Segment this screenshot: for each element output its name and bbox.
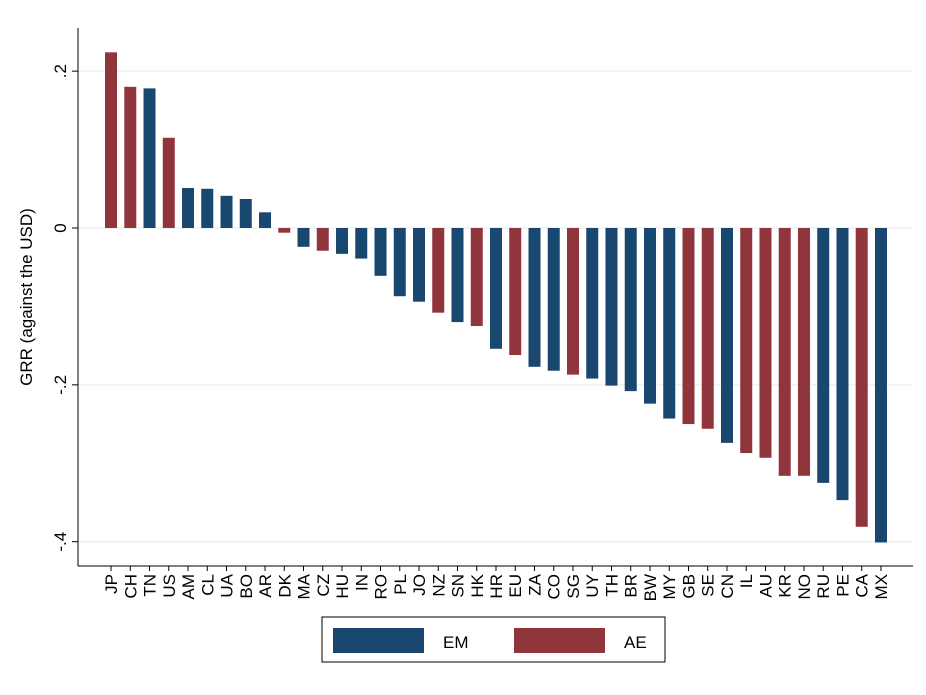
x-tick-label: PL [391, 574, 410, 595]
bar [759, 227, 772, 458]
x-tick-label: CN [718, 574, 737, 599]
bar [797, 227, 810, 476]
x-tick-label: GB [679, 574, 698, 599]
x-tick-label: KR [776, 574, 795, 598]
bar [105, 52, 118, 228]
bar [528, 227, 541, 367]
y-tick-label: 0 [51, 223, 70, 232]
x-tick-label: CL [198, 574, 217, 596]
x-tick-label: BR [622, 574, 641, 598]
bar [316, 227, 329, 251]
x-tick-label: NO [795, 574, 814, 600]
bar [836, 227, 849, 501]
x-tick-label: EU [506, 574, 525, 598]
y-tick-label: -.4 [51, 532, 70, 552]
legend-label: AE [624, 633, 647, 652]
x-tick-label: CZ [314, 574, 333, 597]
x-tick-label: TH [602, 574, 621, 597]
bar [663, 227, 676, 419]
bar [720, 227, 733, 443]
bar [355, 227, 368, 259]
x-tick-label: MX [872, 574, 891, 600]
bar [124, 86, 137, 228]
bar [201, 188, 214, 228]
bar [778, 227, 791, 476]
x-tick-label: ZA [525, 573, 544, 595]
bar [393, 227, 406, 297]
x-tick-label: HK [468, 573, 487, 597]
x-tick-label: IN [352, 574, 371, 591]
bar [682, 227, 695, 425]
x-tick-label: CO [545, 574, 564, 600]
x-tick-label: CH [121, 574, 140, 599]
bar [451, 227, 464, 323]
x-tick-label: CA [853, 573, 872, 597]
bar [855, 227, 868, 527]
x-tick-label: UY [583, 574, 602, 598]
bar [509, 227, 522, 356]
y-tick-label: -.2 [51, 375, 70, 395]
bar [374, 227, 387, 276]
bar [297, 227, 310, 247]
x-tick-label: BO [237, 574, 256, 599]
x-tick-label: AR [256, 574, 275, 598]
x-tick-label: UA [218, 573, 237, 597]
x-tick-label: DK [275, 573, 294, 597]
x-tick-label: SG [564, 574, 583, 599]
bar [432, 227, 445, 313]
x-tick-label: TN [141, 574, 160, 597]
bar [239, 198, 252, 228]
x-tick-label: JO [410, 574, 429, 596]
bar [259, 212, 272, 228]
bar [566, 227, 579, 375]
x-tick-label: RU [814, 574, 833, 599]
x-tick-label: PE [833, 574, 852, 597]
bar [470, 227, 483, 327]
bar [701, 227, 714, 429]
legend-label: EM [443, 633, 469, 652]
x-tick-label: JP [102, 574, 121, 594]
bar [624, 227, 637, 392]
x-tick-label: MY [660, 574, 679, 600]
x-tick-label: NZ [429, 574, 448, 597]
bar [336, 227, 349, 254]
bar [490, 227, 502, 349]
bar [413, 227, 426, 302]
x-tick-label: HU [333, 574, 352, 599]
bar [182, 187, 195, 228]
x-tick-label: MA [295, 573, 314, 599]
bar [586, 227, 599, 379]
bar [162, 137, 175, 228]
x-tick-label: AM [179, 574, 198, 600]
bar [605, 227, 618, 386]
y-axis-label: GRR (against the USD) [17, 208, 36, 386]
bar [143, 88, 156, 228]
legend-swatch [333, 628, 424, 653]
y-tick-label: .2 [51, 64, 70, 78]
bar [740, 227, 753, 454]
x-tick-label: AU [756, 574, 775, 598]
x-tick-label: HR [487, 574, 506, 599]
x-tick-label: SE [699, 574, 718, 597]
bar [220, 195, 233, 228]
legend-swatch [514, 628, 605, 653]
x-tick-label: IL [737, 574, 756, 588]
bar [278, 227, 291, 233]
bar [643, 227, 656, 404]
x-tick-label: US [160, 574, 179, 598]
x-tick-label: BW [641, 574, 660, 601]
x-tick-label: SN [449, 574, 468, 598]
bar [874, 227, 887, 543]
bar [817, 227, 830, 483]
x-tick-label: RO [372, 574, 391, 600]
bar [547, 227, 560, 371]
